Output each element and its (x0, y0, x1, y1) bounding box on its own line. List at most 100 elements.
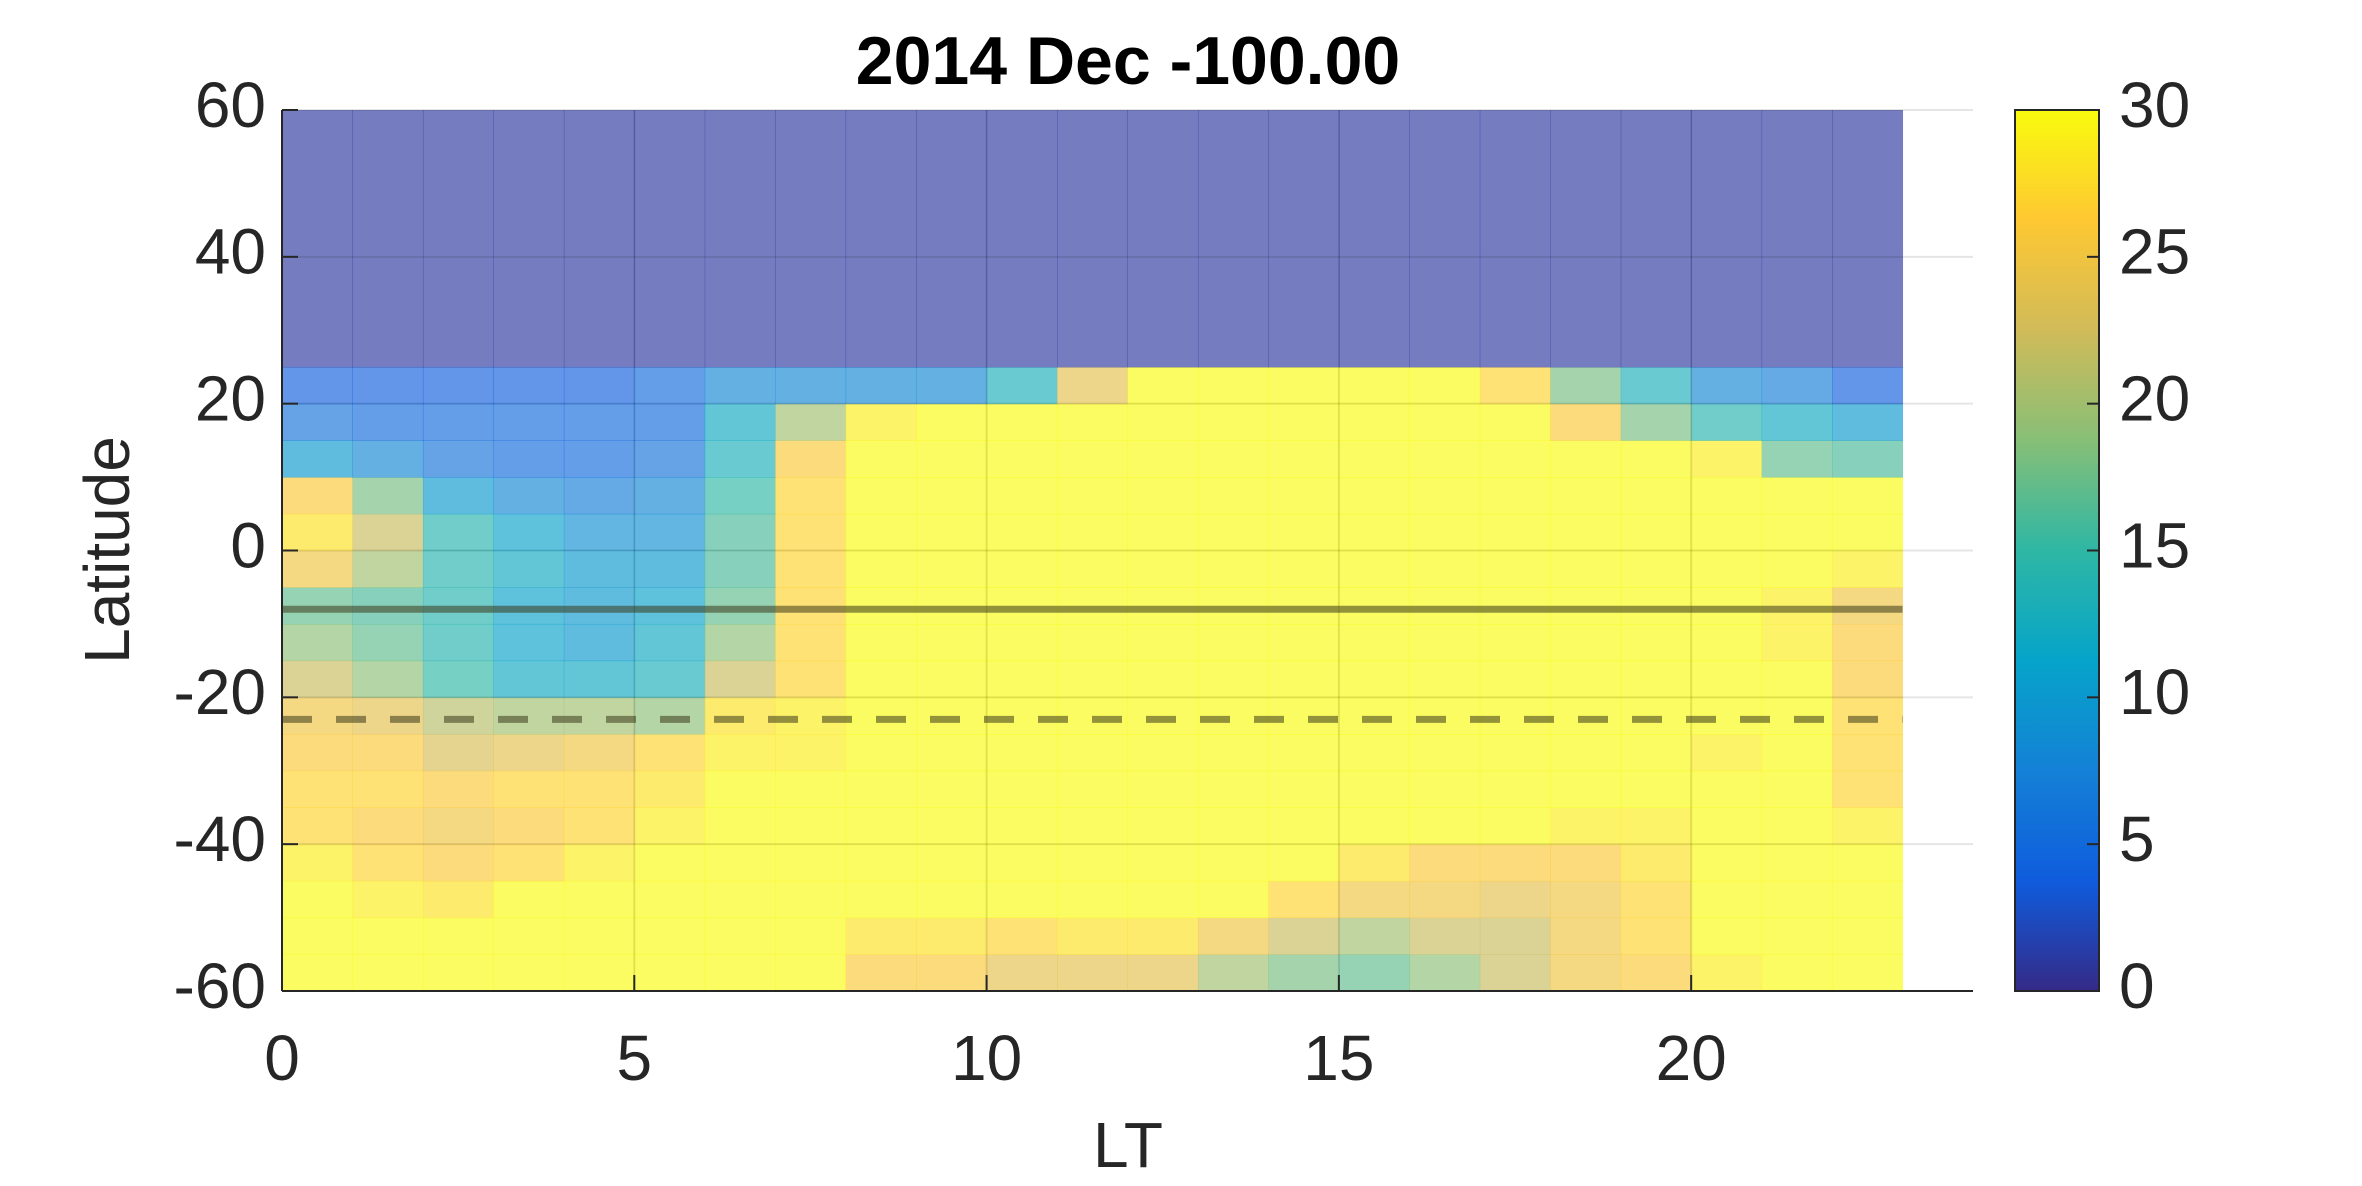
colorbar-tick-label: 5 (2119, 803, 2155, 875)
heat-cell (1479, 440, 1551, 478)
heat-cell (1832, 403, 1904, 441)
x-tick-label: 0 (264, 1022, 300, 1094)
heat-cell (1550, 110, 1622, 368)
heat-cell (1479, 954, 1551, 992)
heat-cell (282, 880, 353, 919)
heat-cell (1691, 770, 1763, 808)
heat-cell (1761, 770, 1833, 808)
heat-cell (775, 110, 847, 368)
heat-cell (1761, 403, 1833, 441)
heat-cell (1127, 477, 1199, 515)
heat-cell (493, 550, 565, 588)
heat-cell (1338, 954, 1410, 992)
heat-cell (1409, 880, 1481, 919)
heat-cell (1127, 440, 1199, 478)
heat-cell (282, 917, 353, 955)
heat-cell (282, 477, 353, 515)
heat-cell (1338, 807, 1410, 845)
heat-cell (1479, 513, 1551, 551)
heat-cell (1620, 366, 1692, 405)
heat-cell (916, 440, 988, 478)
heat-cell (1832, 807, 1904, 845)
heat-cell (352, 844, 424, 882)
heat-cell (845, 734, 917, 772)
heat-cell (916, 623, 988, 662)
heat-cell (634, 660, 706, 698)
heat-cell (1338, 880, 1410, 919)
y-tick-label: -20 (174, 656, 267, 728)
heat-cell (563, 917, 635, 955)
heat-cell (775, 366, 847, 405)
heat-cell (916, 110, 988, 368)
heat-cell (704, 844, 776, 882)
x-tick-label: 10 (951, 1022, 1022, 1094)
heat-cell (1550, 403, 1622, 441)
heat-cell (775, 734, 847, 772)
heat-cell (986, 807, 1058, 845)
heat-cell (422, 880, 494, 919)
heat-cell (1550, 770, 1622, 808)
heat-cell (282, 954, 353, 992)
heat-cell (1691, 844, 1763, 882)
heat-cell (845, 110, 917, 368)
heat-cell (1409, 844, 1481, 882)
heat-cell (986, 366, 1058, 405)
heat-cell (1550, 477, 1622, 515)
heat-cell (1127, 807, 1199, 845)
heat-cell (563, 770, 635, 808)
heat-cell (422, 440, 494, 478)
heat-cell (634, 403, 706, 441)
heat-cell (1338, 660, 1410, 698)
heat-cell (1691, 917, 1763, 955)
heat-cell (1197, 623, 1269, 662)
colorbar-tick-label: 20 (2119, 363, 2190, 435)
colorbar-tick-label: 10 (2119, 656, 2190, 728)
heat-cell (986, 660, 1058, 698)
heat-cell (282, 770, 353, 808)
heat-cell (1550, 440, 1622, 478)
heat-cell (1197, 954, 1269, 992)
heat-cell (775, 770, 847, 808)
heat-cell (352, 110, 424, 368)
heat-cell (916, 660, 988, 698)
heat-cell (1127, 770, 1199, 808)
heat-cell (1620, 880, 1692, 919)
heat-cell (986, 477, 1058, 515)
heat-cell (986, 844, 1058, 882)
heat-cell (916, 954, 988, 992)
heat-cell (704, 110, 776, 368)
heat-cell (352, 954, 424, 992)
heat-cell (1479, 917, 1551, 955)
heat-cell (1057, 844, 1128, 882)
heat-cell (845, 623, 917, 662)
heat-cell (1127, 734, 1199, 772)
heat-cell (845, 550, 917, 588)
heat-cell (775, 477, 847, 515)
heat-cell (493, 844, 565, 882)
heat-cell (845, 844, 917, 882)
heat-cell (563, 403, 635, 441)
heat-cell (775, 917, 847, 955)
heat-cell (282, 660, 353, 698)
heat-cell (634, 770, 706, 808)
heat-cell (563, 366, 635, 405)
heat-cell (1620, 954, 1692, 992)
heat-cell (493, 366, 565, 405)
heat-cell (352, 550, 424, 588)
heat-cell (1409, 110, 1481, 368)
heat-cell (1057, 954, 1128, 992)
heat-cell (916, 770, 988, 808)
heat-cell (563, 954, 635, 992)
heat-cell (634, 513, 706, 551)
heat-cell (493, 734, 565, 772)
heat-cell (422, 734, 494, 772)
heat-cell (1479, 550, 1551, 588)
heat-cell (1832, 880, 1904, 919)
heat-cell (986, 917, 1058, 955)
heat-cell (1550, 660, 1622, 698)
heat-cell (1127, 660, 1199, 698)
heat-cell (1338, 477, 1410, 515)
heat-cell (352, 770, 424, 808)
heat-cell (1620, 917, 1692, 955)
heat-cell (1409, 477, 1481, 515)
